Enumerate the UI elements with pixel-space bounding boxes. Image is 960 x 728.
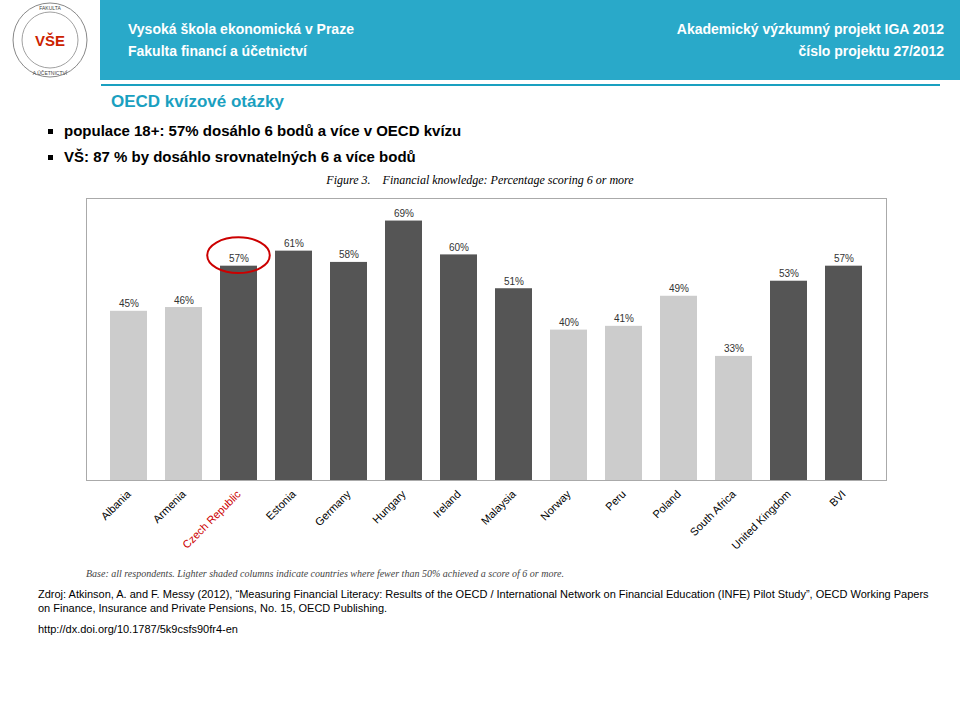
svg-text:Norway: Norway [538, 487, 573, 522]
svg-text:49%: 49% [669, 283, 689, 294]
svg-text:BVI: BVI [827, 487, 848, 508]
svg-text:Hungary: Hungary [370, 487, 408, 525]
html-text:Base: all respondents. Lighter: Base: all respondents. Lighter shaded co… [86, 567, 564, 579]
svg-text:40%: 40% [559, 317, 579, 328]
html-text:populace 18+: 57% dosáhlo 6 bo: populace 18+: 57% dosáhlo 6 bodů a více … [64, 122, 462, 139]
svg-text:51%: 51% [504, 275, 524, 286]
svg-text:33%: 33% [724, 343, 744, 354]
html-text:Vysoká škola ekonomická v Praz: Vysoká škola ekonomická v Praze [128, 20, 354, 37]
html-text:VŠ: 87 % by dosáhlo srovnateln: VŠ: 87 % by dosáhlo srovnatelných 6 a ví… [64, 148, 416, 166]
svg-text:69%: 69% [394, 208, 414, 219]
svg-text:United Kingdom: United Kingdom [729, 487, 793, 551]
svg-text:Peru: Peru [603, 487, 628, 512]
svg-text:53%: 53% [779, 268, 799, 279]
svg-text:Germany: Germany [312, 487, 353, 528]
svg-text:Czech Republic: Czech Republic [180, 487, 243, 550]
html-text:Figure 3. Financial knowledge:: Figure 3. Financial knowledge: Percentag… [326, 172, 634, 187]
svg-text:58%: 58% [339, 249, 359, 260]
svg-text:60%: 60% [449, 241, 469, 252]
html-text:Akademický výzkumný projekt IG: Akademický výzkumný projekt IGA 2012 [676, 20, 944, 37]
html-text:Zdroj: Atkinson, A. and F. Mes: Zdroj: Atkinson, A. and F. Messy (2012),… [38, 587, 929, 615]
html-text:OECD kvízové otázky: OECD kvízové otázky [111, 92, 284, 111]
svg-text:Malaysia: Malaysia [479, 487, 519, 527]
svg-text:46%: 46% [174, 294, 194, 305]
svg-text:41%: 41% [614, 313, 634, 324]
svg-text:South Africa: South Africa [687, 487, 738, 538]
svg-text:57%: 57% [834, 253, 854, 264]
svg-text:A ÚČETNICTVÍ: A ÚČETNICTVÍ [33, 70, 68, 76]
svg-text:VŠE: VŠE [35, 32, 65, 49]
svg-text:Ireland: Ireland [431, 487, 463, 519]
html-text:http://dx.doi.org/10.1787/5k9c: http://dx.doi.org/10.1787/5k9csfs90fr4-e… [38, 623, 238, 636]
svg-text:45%: 45% [119, 298, 139, 309]
svg-text:61%: 61% [284, 238, 304, 249]
svg-text:FAKULTA: FAKULTA [39, 5, 61, 11]
svg-text:Estonia: Estonia [263, 487, 298, 522]
html-text:číslo projektu 27/2012: číslo projektu 27/2012 [798, 43, 944, 59]
html-text:Fakulta financí a účetnictví: Fakulta financí a účetnictví [128, 43, 307, 59]
svg-text:57%: 57% [229, 253, 249, 264]
svg-text:Albania: Albania [98, 487, 133, 522]
svg-text:Armenia: Armenia [150, 487, 188, 525]
svg-text:Poland: Poland [650, 487, 683, 520]
